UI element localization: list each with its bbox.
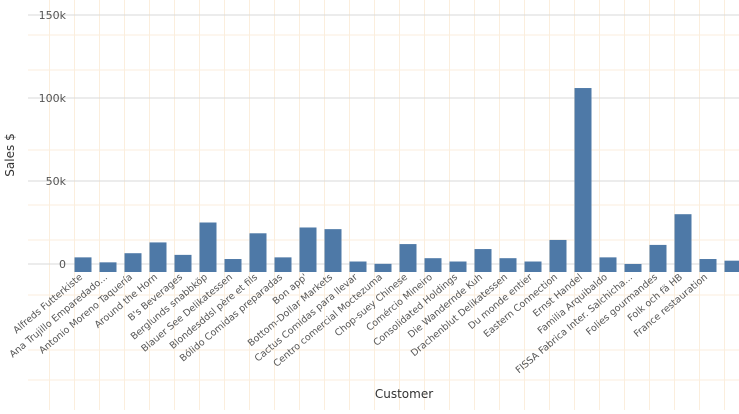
y-axis-ticks: 0 50k 100k 150k xyxy=(39,9,67,271)
bar[interactable] xyxy=(175,255,192,272)
bar[interactable] xyxy=(275,257,292,272)
bar[interactable] xyxy=(600,257,617,272)
bar[interactable] xyxy=(75,257,92,272)
bar[interactable] xyxy=(500,258,517,272)
bar[interactable] xyxy=(300,227,317,272)
bar[interactable] xyxy=(700,259,717,272)
y-tick-label: 50k xyxy=(46,175,67,188)
bar[interactable] xyxy=(650,245,667,272)
bar[interactable] xyxy=(425,258,442,272)
y-tick-label: 150k xyxy=(39,9,67,22)
bar[interactable] xyxy=(200,223,217,273)
grid-layer xyxy=(28,0,739,410)
bar[interactable] xyxy=(550,240,567,272)
bar[interactable] xyxy=(350,262,367,272)
bar[interactable] xyxy=(400,244,417,272)
bar[interactable] xyxy=(100,262,117,272)
x-tick-label: Ana Trujillo Emparedado... xyxy=(8,272,110,360)
bar[interactable] xyxy=(325,229,342,272)
bar[interactable] xyxy=(525,262,542,272)
bar[interactable] xyxy=(475,249,492,272)
y-axis-title: Sales $ xyxy=(3,133,17,176)
y-tick-label: 0 xyxy=(59,258,66,271)
bar[interactable] xyxy=(125,253,142,272)
bar[interactable] xyxy=(225,259,242,272)
bar[interactable] xyxy=(375,264,392,272)
bar[interactable] xyxy=(450,262,467,272)
bar[interactable] xyxy=(625,264,642,272)
bar[interactable] xyxy=(575,88,592,272)
x-axis-title: Customer xyxy=(375,387,433,401)
bar[interactable] xyxy=(725,261,739,272)
bar[interactable] xyxy=(150,242,167,272)
bar[interactable] xyxy=(250,233,267,272)
y-tick-label: 100k xyxy=(39,92,67,105)
bar[interactable] xyxy=(675,214,692,272)
